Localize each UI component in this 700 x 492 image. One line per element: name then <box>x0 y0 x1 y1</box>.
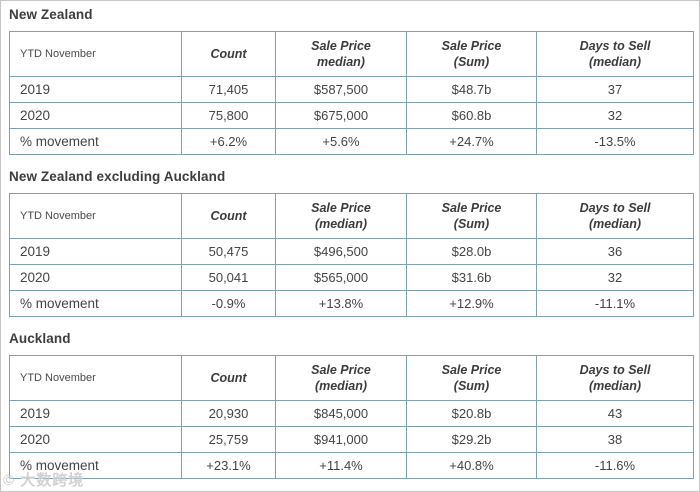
header-row: YTD November Count Sale Price median) Sa… <box>9 31 694 77</box>
row-label: % movement <box>9 290 182 317</box>
table-row: 2020 50,041 $565,000 $31.6b 32 <box>9 264 694 291</box>
section-nz-excluding-auckland: New Zealand excluding Auckland YTD Novem… <box>9 169 694 317</box>
data-table-auckland: YTD November Count Sale Price (median) S… <box>9 355 694 479</box>
row-label: 2020 <box>9 102 182 129</box>
table-row: 2019 71,405 $587,500 $48.7b 37 <box>9 76 694 103</box>
section-new-zealand: New Zealand YTD November Count Sale Pric… <box>9 7 694 155</box>
cell-sale-price-sum: +24.7% <box>406 128 537 155</box>
table-row: 2019 20,930 $845,000 $20.8b 43 <box>9 400 694 427</box>
cell-days-to-sell: -11.6% <box>536 452 694 479</box>
cell-sale-price-sum: $29.2b <box>406 426 537 453</box>
table-row: % movement -0.9% +13.8% +12.9% -11.1% <box>9 290 694 317</box>
cell-sale-price-sum: +12.9% <box>406 290 537 317</box>
cell-count: -0.9% <box>181 290 276 317</box>
header-count: Count <box>181 193 276 239</box>
header-ytd-november: YTD November <box>9 193 182 239</box>
row-label: 2019 <box>9 76 182 103</box>
cell-days-to-sell: 38 <box>536 426 694 453</box>
cell-days-to-sell: 43 <box>536 400 694 427</box>
cell-sale-price-sum: $28.0b <box>406 238 537 265</box>
section-auckland: Auckland YTD November Count Sale Price (… <box>9 331 694 479</box>
cell-count: 75,800 <box>181 102 276 129</box>
header-ytd-november: YTD November <box>9 355 182 401</box>
cell-days-to-sell: 36 <box>536 238 694 265</box>
cell-sale-price-median: $587,500 <box>275 76 407 103</box>
table-title: New Zealand <box>9 7 93 22</box>
header-row: YTD November Count Sale Price (median) S… <box>9 355 694 401</box>
cell-count: 20,930 <box>181 400 276 427</box>
header-count: Count <box>181 355 276 401</box>
cell-sale-price-median: $496,500 <box>275 238 407 265</box>
cell-count: +23.1% <box>181 452 276 479</box>
row-label: 2019 <box>9 400 182 427</box>
header-sale-price-sum: Sale Price (Sum) <box>406 31 537 77</box>
table-title: Auckland <box>9 331 71 346</box>
cell-days-to-sell: -11.1% <box>536 290 694 317</box>
cell-sale-price-sum: +40.8% <box>406 452 537 479</box>
cell-sale-price-sum: $20.8b <box>406 400 537 427</box>
data-table-nz-excluding-auckland: YTD November Count Sale Price (median) S… <box>9 193 694 317</box>
cell-sale-price-median: +11.4% <box>275 452 407 479</box>
row-label: 2020 <box>9 264 182 291</box>
cell-days-to-sell: 32 <box>536 264 694 291</box>
row-label: % movement <box>9 452 182 479</box>
table-title: New Zealand excluding Auckland <box>9 169 226 184</box>
table-row: % movement +23.1% +11.4% +40.8% -11.6% <box>9 452 694 479</box>
cell-sale-price-median: +13.8% <box>275 290 407 317</box>
cell-sale-price-median: $675,000 <box>275 102 407 129</box>
header-ytd-november: YTD November <box>9 31 182 77</box>
header-count: Count <box>181 31 276 77</box>
cell-sale-price-median: +5.6% <box>275 128 407 155</box>
header-row: YTD November Count Sale Price (median) S… <box>9 193 694 239</box>
cell-sale-price-sum: $60.8b <box>406 102 537 129</box>
table-row: 2019 50,475 $496,500 $28.0b 36 <box>9 238 694 265</box>
cell-count: 25,759 <box>181 426 276 453</box>
row-label: 2019 <box>9 238 182 265</box>
cell-count: 50,475 <box>181 238 276 265</box>
header-sale-price-median: Sale Price median) <box>275 31 407 77</box>
cell-days-to-sell: 37 <box>536 76 694 103</box>
cell-sale-price-sum: $31.6b <box>406 264 537 291</box>
cell-count: 71,405 <box>181 76 276 103</box>
cell-sale-price-sum: $48.7b <box>406 76 537 103</box>
header-days-to-sell: Days to Sell (median) <box>536 193 694 239</box>
table-row: 2020 25,759 $941,000 $29.2b 38 <box>9 426 694 453</box>
cell-sale-price-median: $941,000 <box>275 426 407 453</box>
cell-days-to-sell: -13.5% <box>536 128 694 155</box>
header-days-to-sell: Days to Sell (median) <box>536 31 694 77</box>
cell-count: 50,041 <box>181 264 276 291</box>
cell-sale-price-median: $845,000 <box>275 400 407 427</box>
header-sale-price-sum: Sale Price (Sum) <box>406 355 537 401</box>
cell-days-to-sell: 32 <box>536 102 694 129</box>
header-sale-price-median: Sale Price (median) <box>275 193 407 239</box>
cell-count: +6.2% <box>181 128 276 155</box>
table-row: 2020 75,800 $675,000 $60.8b 32 <box>9 102 694 129</box>
cell-sale-price-median: $565,000 <box>275 264 407 291</box>
row-label: 2020 <box>9 426 182 453</box>
header-sale-price-sum: Sale Price (Sum) <box>406 193 537 239</box>
data-table-new-zealand: YTD November Count Sale Price median) Sa… <box>9 31 694 155</box>
header-sale-price-median: Sale Price (median) <box>275 355 407 401</box>
row-label: % movement <box>9 128 182 155</box>
header-days-to-sell: Days to Sell (median) <box>536 355 694 401</box>
table-row: % movement +6.2% +5.6% +24.7% -13.5% <box>9 128 694 155</box>
